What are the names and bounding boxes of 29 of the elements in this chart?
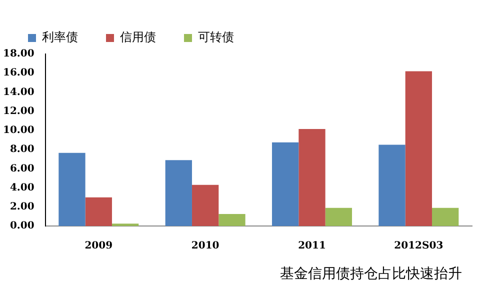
bar	[432, 208, 459, 226]
y-tick-label: 0.00	[10, 220, 34, 232]
bar	[85, 197, 112, 226]
y-tick-label: 6.00	[10, 163, 34, 174]
text: 基金信用债持仓占比快速抬升	[280, 265, 462, 283]
bar	[165, 160, 192, 226]
bar	[218, 214, 246, 226]
x-tick-label: 2012S03	[394, 240, 444, 252]
legend-label: 信用债	[120, 30, 156, 44]
y-tick-label: 18.00	[2, 48, 34, 60]
bar	[192, 184, 219, 226]
bar	[58, 152, 86, 226]
y-tick-label: 8.00	[10, 144, 34, 156]
bar	[405, 71, 432, 226]
y-tick-label: 2.00	[10, 201, 34, 212]
bar	[272, 142, 299, 226]
x-tick-label: 2009	[84, 240, 113, 252]
y-tick-label: 10.00	[2, 125, 34, 136]
x-tick-label: 2010	[191, 240, 220, 252]
bar	[378, 144, 406, 226]
bar	[298, 129, 326, 226]
y-tick-label: 14.00	[2, 86, 34, 98]
y-tick-label: 12.00	[2, 106, 34, 117]
legend-label: 可转债	[198, 30, 234, 44]
y-tick-label: 16.00	[2, 68, 34, 79]
bar	[325, 208, 352, 226]
x-tick-label: 2011	[298, 240, 326, 252]
y-tick-label: 4.00	[10, 182, 34, 194]
legend-label: 利率债	[42, 30, 78, 44]
